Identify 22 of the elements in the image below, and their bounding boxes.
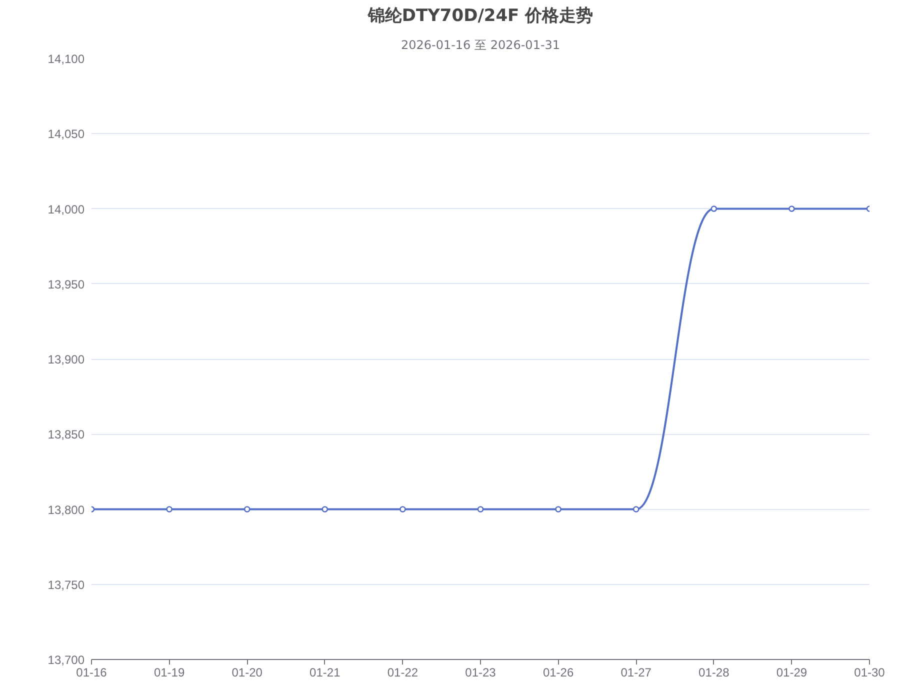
x-tick-label: 01-19 [154,666,185,680]
y-tick-label: 13,850 [48,428,85,442]
x-tick-label: 01-30 [854,666,886,680]
y-tick-label: 14,000 [48,202,85,216]
x-tick-label: 01-27 [620,666,652,680]
y-tick-label: 13,800 [48,502,85,517]
y-tick-label: 13,900 [48,352,85,366]
x-tick-label: 01-26 [542,666,574,680]
x-tick-label: 01-21 [310,666,341,680]
x-tick-label: 01-29 [776,666,808,680]
x-tick-label: 01-20 [232,666,263,680]
y-tick-label: 13,700 [48,653,85,667]
y-tick-label: 13,750 [48,578,85,592]
x-tick-label: 01-28 [698,666,730,680]
y-tick-label: 13,950 [48,277,85,292]
chart-subtitle: 2026-01-16 至 2026-01-31 [400,38,560,52]
x-tick-label: 01-16 [76,666,108,680]
y-tick-label: 14,100 [48,52,85,66]
y-tick-label: 14,050 [48,127,85,142]
x-tick-label: 01-22 [387,666,418,680]
x-tick-label: 01-23 [465,666,496,680]
chart-title: 锦纶DTY70D/24F 价格走势 [366,6,594,26]
